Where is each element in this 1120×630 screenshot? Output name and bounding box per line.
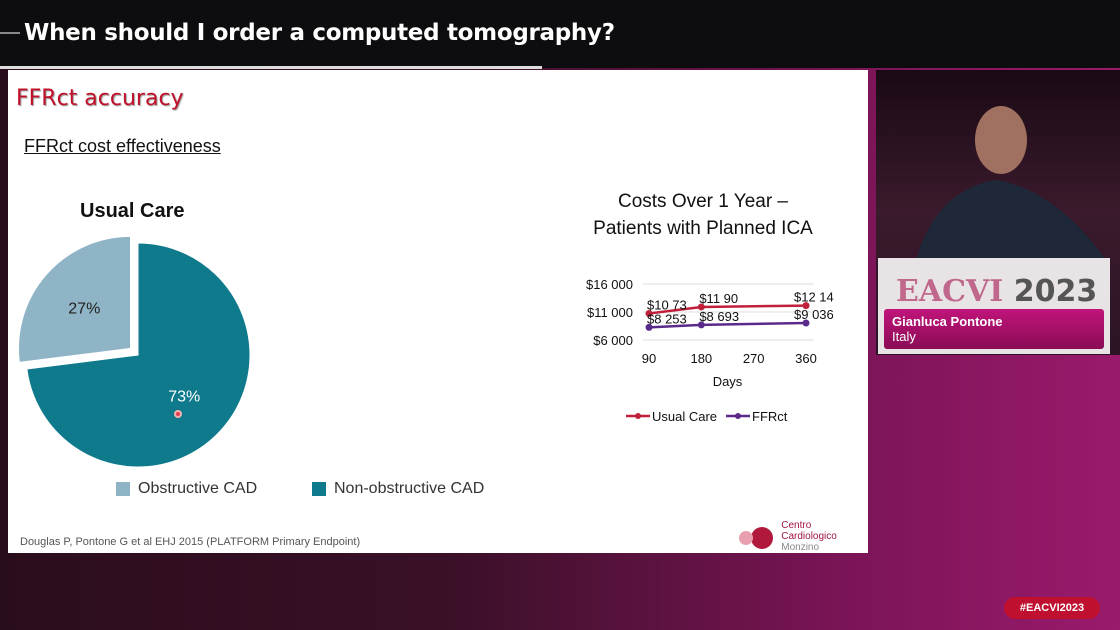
legend-marker [635,413,641,419]
pie-label: 73% [168,389,200,406]
pie-slice [26,242,251,468]
laser-pointer [174,410,182,418]
x-axis-label: Days [713,374,743,389]
pie-chart: 73% 27% [18,235,251,468]
x-tick-label: 270 [743,351,765,366]
x-tick-label: 180 [690,351,712,366]
x-tick-label: 90 [642,351,656,366]
pie-title: Usual Care [80,200,185,222]
legend-non-obstructive: Non-obstructive CAD [312,480,484,498]
speaker-country: Italy [892,329,916,344]
data-point [697,321,705,329]
speaker-nameplate: Gianluca Pontone Italy [884,309,1104,349]
banner-event: EACVI [896,274,1004,309]
slide-subtitle: FFRct cost effectiveness [24,136,221,156]
slide-title: FFRct accuracy [16,86,184,111]
legend-swatch [116,482,130,496]
x-tick-label: 360 [795,351,817,366]
banner-year: 2023 [1013,274,1098,309]
y-tick-label: $6 000 [593,333,633,348]
talk-title: When should I order a computed tomograph… [24,20,615,46]
data-label: $8 693 [699,309,739,324]
data-point [645,310,653,318]
line-chart: $16 000 $11 000 $6 000 90 180 270 360 Days $10 7… [586,277,834,424]
speaker-silhouette [916,106,1106,260]
data-point [802,302,810,310]
speaker-video: EACVI 2023 [876,70,1120,355]
data-label: $11 90 [699,291,738,306]
chart-title: Costs Over 1 Year – Patients with Planne… [593,191,813,239]
reference: Douglas P, Pontone G et al EHJ 2015 (PLA… [20,536,361,548]
legend-label: Usual Care [652,409,717,424]
data-label: $8 253 [647,311,687,326]
legend-label: Obstructive CAD [138,480,258,497]
logo-line2: Monzino [781,542,820,553]
slide: FFRct accuracy FFRct cost effectiveness … [8,70,868,553]
hashtag-badge: #EACVI2023 [1004,597,1100,619]
y-tick-label: $11 000 [587,305,633,320]
data-point [645,323,653,331]
pie-slice [18,235,131,363]
legend-obstructive: Obstructive CAD [116,480,257,498]
title-marker [0,32,20,34]
pie-label: 27% [68,301,100,318]
speaker-name: Gianluca Pontone [892,314,1003,329]
title-underline [0,66,542,69]
data-point [802,319,810,327]
heart-logo-icon [739,526,773,549]
logo: Centro Cardiologico Monzino [736,520,868,553]
legend-marker [735,413,741,419]
legend-label: Non-obstructive CAD [334,480,485,497]
data-point [697,303,705,311]
legend-swatch [312,482,326,496]
title-bar: When should I order a computed tomograph… [0,0,1120,69]
data-label: $12 14 [794,290,834,305]
data-label: $10 73 [647,298,687,313]
y-tick-label: $16 000 [586,277,633,292]
legend-label: FFRct [752,409,788,424]
logo-line1: Centro Cardiologico [781,520,837,542]
data-label: $9 036 [794,307,834,322]
